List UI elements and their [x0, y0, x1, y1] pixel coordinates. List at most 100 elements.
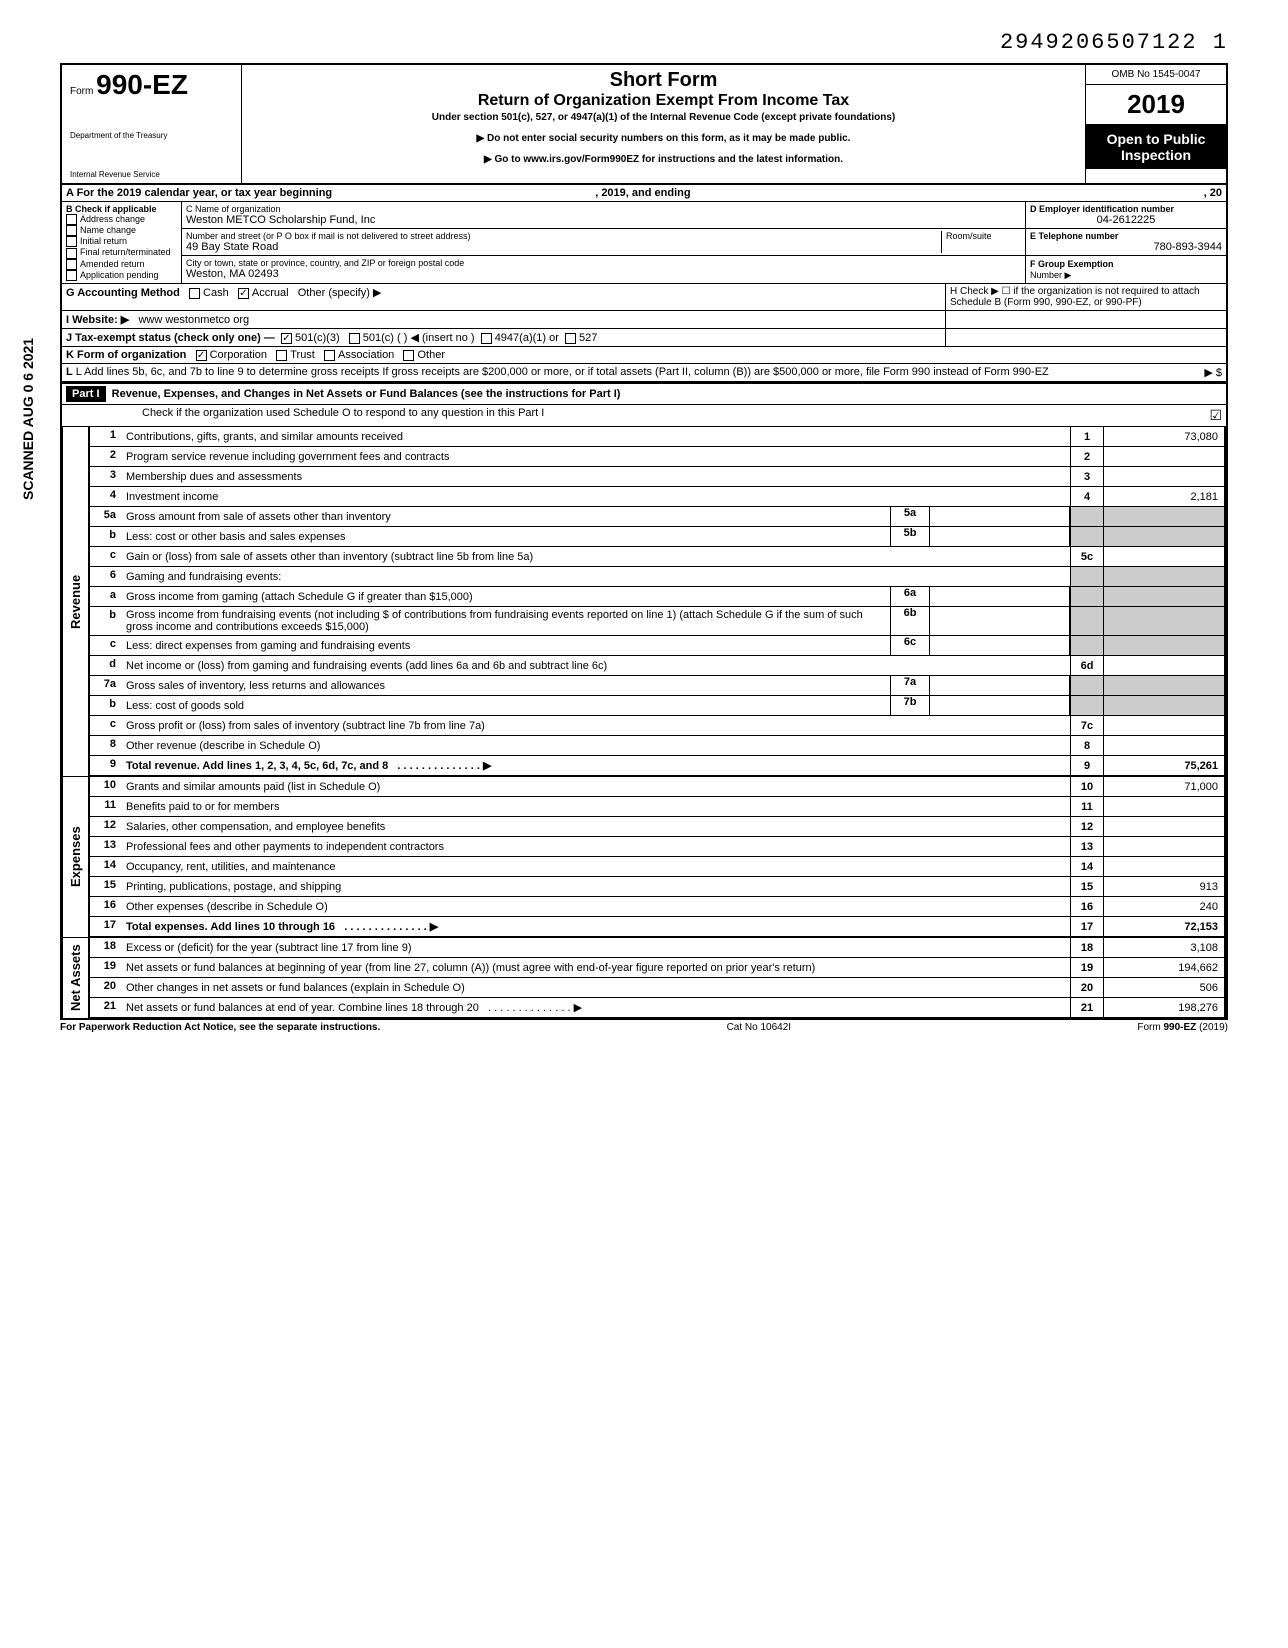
line-17: 17Total expenses. Add lines 10 through 1…: [88, 917, 1226, 937]
chk-4947[interactable]: [481, 333, 492, 344]
l-text: L Add lines 5b, 6c, and 7b to line 9 to …: [76, 366, 1049, 378]
ein-value: 04-2612225: [1030, 214, 1222, 226]
e-label: E Telephone number: [1030, 231, 1222, 241]
room-label: Room/suite: [941, 231, 1021, 253]
chk-assoc[interactable]: [324, 350, 335, 361]
chk-pending[interactable]: [66, 270, 77, 281]
line-10: 10Grants and similar amounts paid (list …: [88, 777, 1226, 797]
netassets-section: Net Assets 18Excess or (deficit) for the…: [60, 937, 1228, 1020]
line-a: aGross income from gaming (attach Schedu…: [88, 587, 1226, 607]
chk-name[interactable]: [66, 225, 77, 236]
open-inspection: Open to Public Inspection: [1086, 125, 1226, 169]
line-6: 6Gaming and fundraising events:: [88, 567, 1226, 587]
chk-initial[interactable]: [66, 236, 77, 247]
line-14: 14Occupancy, rent, utilities, and mainte…: [88, 857, 1226, 877]
line-16: 16Other expenses (describe in Schedule O…: [88, 897, 1226, 917]
line-c: cGross profit or (loss) from sales of in…: [88, 716, 1226, 736]
scanned-stamp: SCANNED AUG 0 6 2021: [20, 338, 36, 500]
part1-label: Part I: [66, 386, 106, 402]
city-label: City or town, state or province, country…: [186, 258, 1021, 268]
d-label: D Employer identification number: [1030, 204, 1222, 214]
chk-527[interactable]: [565, 333, 576, 344]
line-7a: 7aGross sales of inventory, less returns…: [88, 676, 1226, 696]
form-number: Form 990-EZ: [70, 69, 233, 101]
row-a: A For the 2019 calendar year, or tax yea…: [60, 185, 1228, 202]
subtitle: Under section 501(c), 527, or 4947(a)(1)…: [250, 112, 1077, 123]
g-label: G Accounting Method: [66, 287, 180, 299]
line-13: 13Professional fees and other payments t…: [88, 837, 1226, 857]
chk-501c3[interactable]: ✓: [281, 333, 292, 344]
line-15: 15Printing, publications, postage, and s…: [88, 877, 1226, 897]
chk-501c[interactable]: [349, 333, 360, 344]
chk-trust[interactable]: [276, 350, 287, 361]
row-gh: G Accounting Method Cash ✓Accrual Other …: [60, 284, 1228, 311]
revenue-vlabel: Revenue: [62, 427, 88, 776]
line-b: bGross income from fundraising events (n…: [88, 607, 1226, 636]
c-label: C Name of organization: [186, 204, 1021, 214]
part1-title: Revenue, Expenses, and Changes in Net As…: [112, 388, 621, 400]
row-i: I Website: ▶ www westonmetco org: [60, 311, 1228, 329]
row-j: J Tax-exempt status (check only one) — ✓…: [60, 329, 1228, 347]
expenses-section: Expenses 10Grants and similar amounts pa…: [60, 776, 1228, 937]
chk-accrual[interactable]: ✓: [238, 288, 249, 299]
line-9: 9Total revenue. Add lines 1, 2, 3, 4, 5c…: [88, 756, 1226, 776]
line-18: 18Excess or (deficit) for the year (subt…: [88, 938, 1226, 958]
line-c: cLess: direct expenses from gaming and f…: [88, 636, 1226, 656]
note-url: ▶ Go to www.irs.gov/Form990EZ for instru…: [250, 154, 1077, 165]
phone-value: 780-893-3944: [1030, 241, 1222, 253]
f-label: F Group Exemption: [1030, 259, 1114, 269]
row-bcd: B Check if applicable Address change Nam…: [60, 202, 1228, 284]
revenue-section: Revenue 1Contributions, gifts, grants, a…: [60, 427, 1228, 776]
i-label: I Website: ▶: [66, 314, 129, 326]
line-21: 21Net assets or fund balances at end of …: [88, 998, 1226, 1018]
chk-amended[interactable]: [66, 259, 77, 270]
line-3: 3Membership dues and assessments3: [88, 467, 1226, 487]
line-c: cGain or (loss) from sale of assets othe…: [88, 547, 1226, 567]
expenses-vlabel: Expenses: [62, 777, 88, 937]
line-8: 8Other revenue (describe in Schedule O)8: [88, 736, 1226, 756]
omb-number: OMB No 1545-0047: [1086, 65, 1226, 85]
org-name: Weston METCO Scholarship Fund, Inc: [186, 214, 1021, 226]
j-label: J Tax-exempt status (check only one) —: [66, 332, 275, 344]
title-short-form: Short Form: [250, 69, 1077, 92]
form-header: Form 990-EZ Department of the Treasury I…: [60, 63, 1228, 185]
row-l: L L Add lines 5b, 6c, and 7b to line 9 t…: [60, 364, 1228, 382]
f-number: Number ▶: [1030, 270, 1222, 281]
line-d: dNet income or (loss) from gaming and fu…: [88, 656, 1226, 676]
chk-corp[interactable]: ✓: [196, 350, 207, 361]
k-label: K Form of organization: [66, 349, 186, 361]
tax-year: 2019: [1086, 85, 1226, 125]
chk-other[interactable]: [403, 350, 414, 361]
part1-check: Check if the organization used Schedule …: [60, 405, 1228, 427]
line-b: bLess: cost or other basis and sales exp…: [88, 527, 1226, 547]
footer: For Paperwork Reduction Act Notice, see …: [60, 1020, 1228, 1033]
footer-center: Cat No 10642I: [727, 1022, 792, 1033]
footer-right: Form 990-EZ (2019): [1137, 1022, 1228, 1033]
chk-address[interactable]: [66, 214, 77, 225]
b-label: B Check if applicable: [66, 204, 157, 214]
part1-header: Part I Revenue, Expenses, and Changes in…: [60, 382, 1228, 405]
dept-treasury: Department of the Treasury: [70, 131, 233, 140]
line-11: 11Benefits paid to or for members11: [88, 797, 1226, 817]
city-value: Weston, MA 02493: [186, 268, 1021, 280]
footer-left: For Paperwork Reduction Act Notice, see …: [60, 1022, 380, 1033]
line-20: 20Other changes in net assets or fund ba…: [88, 978, 1226, 998]
netassets-vlabel: Net Assets: [62, 938, 88, 1018]
document-number: 2949206507122 1: [60, 30, 1228, 55]
line-b: bLess: cost of goods sold7b: [88, 696, 1226, 716]
line-12: 12Salaries, other compensation, and empl…: [88, 817, 1226, 837]
website-value: www westonmetco org: [138, 314, 249, 326]
dept-irs: Internal Revenue Service: [70, 170, 233, 179]
addr-value: 49 Bay State Road: [186, 241, 941, 253]
title-return: Return of Organization Exempt From Incom…: [250, 92, 1077, 110]
line-4: 4Investment income42,181: [88, 487, 1226, 507]
schedule-o-check[interactable]: ☑: [1209, 407, 1222, 424]
note-ssn: ▶ Do not enter social security numbers o…: [250, 133, 1077, 144]
line-5a: 5aGross amount from sale of assets other…: [88, 507, 1226, 527]
line-19: 19Net assets or fund balances at beginni…: [88, 958, 1226, 978]
line-1: 1Contributions, gifts, grants, and simil…: [88, 427, 1226, 447]
line-2: 2Program service revenue including gover…: [88, 447, 1226, 467]
row-k: K Form of organization ✓Corporation Trus…: [60, 347, 1228, 364]
chk-cash[interactable]: [189, 288, 200, 299]
chk-final[interactable]: [66, 248, 77, 259]
